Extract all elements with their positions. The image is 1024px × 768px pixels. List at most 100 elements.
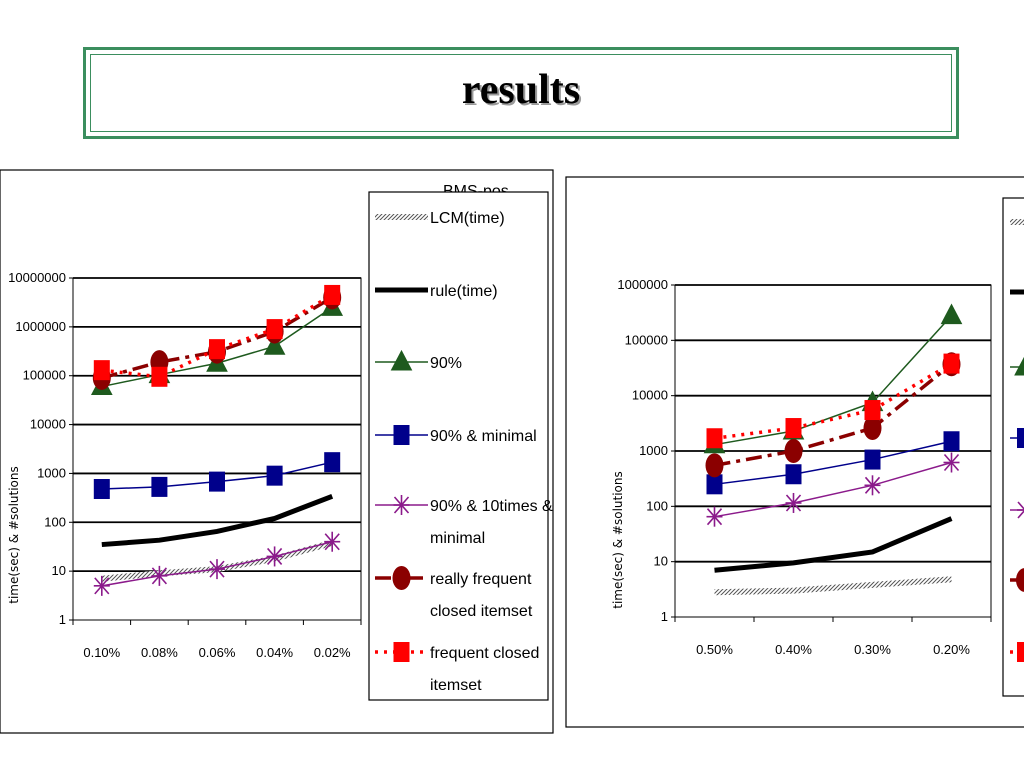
y-tick-label: 10000 xyxy=(30,417,66,432)
legend-entry-90: 90% xyxy=(1010,356,1024,376)
title-inner-border xyxy=(90,54,952,132)
legend-sample-marker xyxy=(1017,501,1024,519)
legend-label: 90% & minimal xyxy=(430,428,537,445)
legend-label: frequent closed xyxy=(430,645,539,662)
data-point xyxy=(943,452,960,473)
slide-title: results xyxy=(461,67,581,113)
legend-sample-marker xyxy=(393,495,410,515)
x-tick-label: 0.40% xyxy=(775,642,812,657)
data-point-d2 xyxy=(324,533,340,551)
series-line xyxy=(101,293,334,379)
y-tick-label: 1 xyxy=(59,612,66,627)
data-point xyxy=(93,479,110,500)
y-tick-label: 1000 xyxy=(37,465,66,480)
legend-entry-90: 90% xyxy=(375,349,462,372)
legend-label: minimal xyxy=(430,530,485,547)
y-tick-label: 10 xyxy=(654,554,668,569)
y-axis-label: time(sec) & #solutions xyxy=(611,471,625,609)
legend-sample-marker xyxy=(1017,428,1024,448)
legend-entry-really-frequent-closed-itemset: really frequent closed itemset xyxy=(1010,568,1024,592)
legend-sample-marker-d2 xyxy=(393,496,410,514)
legend-box xyxy=(368,191,549,701)
data-point-d2 xyxy=(209,560,225,578)
data-point xyxy=(706,506,723,527)
y-tick-label: 1000 xyxy=(639,443,668,458)
data-point xyxy=(93,575,110,596)
legend-label: closed itemset xyxy=(430,603,533,620)
series-rule-time xyxy=(101,493,334,548)
x-tick-label: 0.20% xyxy=(933,642,970,657)
legend-sample-marker xyxy=(1017,642,1024,662)
x-tick-label: 0.08% xyxy=(141,645,178,660)
data-point xyxy=(784,439,803,463)
series-90-10times-minimal xyxy=(706,452,960,527)
series-lcm-time xyxy=(714,576,952,596)
series-line xyxy=(714,362,953,468)
data-point xyxy=(940,303,963,325)
legend-entry-90-minimal: 90% & minimal xyxy=(375,425,537,445)
y-tick-label: 1000000 xyxy=(15,319,66,334)
legend-label: really frequent xyxy=(430,571,532,588)
legend-entry-90-10times-minimal: 90% & 10times & minimal xyxy=(1010,501,1024,519)
legend-sample-marker xyxy=(390,349,413,371)
chart-2: 1 10 100 1000 10000 100000 1000000 0.50% 0.40% 0.… xyxy=(565,176,1024,728)
data-point xyxy=(324,284,341,305)
data-point xyxy=(266,465,283,486)
legend-label: 90% & 10times & xyxy=(430,498,553,515)
data-point xyxy=(324,452,341,473)
y-tick-label: 1000000 xyxy=(617,277,668,292)
data-point xyxy=(785,464,802,485)
data-point-d2 xyxy=(94,577,110,595)
y-tick-label: 10000000 xyxy=(8,270,66,285)
data-point xyxy=(706,474,723,495)
x-tick-label: 0.10% xyxy=(83,645,120,660)
data-point xyxy=(864,449,881,470)
data-point xyxy=(266,546,283,567)
legend-entry-lcm-time: LCM(time) xyxy=(375,210,505,227)
y-tick-label: 10 xyxy=(52,563,66,578)
data-point xyxy=(209,471,225,492)
series-line xyxy=(714,440,952,486)
data-point-d2 xyxy=(785,494,802,512)
legend-entry-lcm-time: LCM(time) xyxy=(1010,219,1024,225)
series-frequent-closed-itemset xyxy=(706,353,960,449)
title-box: results xyxy=(83,47,959,139)
y-tick-label: 100000 xyxy=(625,332,668,347)
data-point xyxy=(943,353,960,374)
y-tick-label: 100 xyxy=(44,514,66,529)
data-point-d2 xyxy=(864,476,881,494)
y-tick-label: 1 xyxy=(661,609,668,624)
data-point xyxy=(706,428,723,449)
data-point xyxy=(324,531,341,552)
x-tick-label: 0.30% xyxy=(854,642,891,657)
data-point-d2 xyxy=(151,567,168,585)
series-line xyxy=(714,461,952,518)
legend-label: itemset xyxy=(430,677,482,694)
legend-sample-marker-d2 xyxy=(1017,509,1024,519)
data-point-d2 xyxy=(943,453,960,472)
data-point-d2 xyxy=(706,508,723,526)
y-tick-label: 100000 xyxy=(23,368,66,383)
y-axis-label: time(sec) & #solutions xyxy=(7,466,21,604)
chart-1: 1 10 100 1000 10000 100000 1000000 10000000 0.10… xyxy=(0,169,554,734)
series-90-minimal xyxy=(706,431,960,495)
series-line xyxy=(714,315,953,446)
series-90-10times-minimal xyxy=(93,531,341,596)
x-tick-label: 0.02% xyxy=(314,645,351,660)
series-rule-time xyxy=(714,516,953,573)
data-point xyxy=(864,400,881,421)
legend-label: rule(time) xyxy=(430,283,498,300)
legend-entry-frequent-closed-itemset: frequent closed itemset xyxy=(1010,642,1024,662)
legend-sample-marker-d1 xyxy=(1017,501,1024,511)
legend-label: LCM(time) xyxy=(430,210,505,227)
series-frequent-closed-itemset xyxy=(93,284,341,387)
legend-entry-90-minimal: 90% & minimal xyxy=(1010,428,1024,448)
data-point-d2 xyxy=(266,547,283,565)
series-line xyxy=(714,516,953,573)
y-tick-label: 100 xyxy=(646,498,668,513)
series-90-minimal xyxy=(93,452,341,500)
data-point xyxy=(785,492,802,513)
data-point xyxy=(943,431,960,452)
legend-entry-frequent-closed-itemset: frequent closed itemset xyxy=(375,642,539,694)
